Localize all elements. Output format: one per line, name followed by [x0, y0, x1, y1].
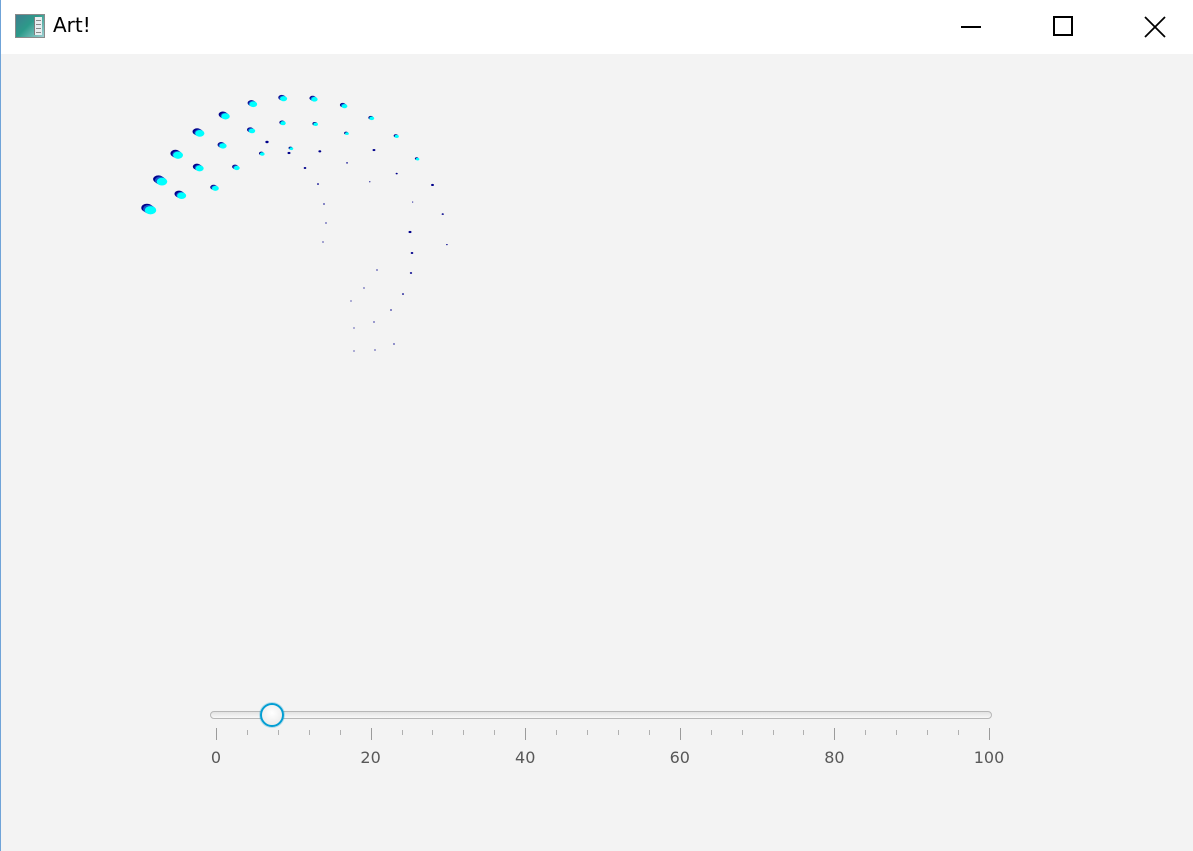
- art-blob: [153, 175, 168, 186]
- slider-thumb[interactable]: [260, 703, 285, 727]
- art-blob: [247, 127, 256, 134]
- art-blob: [372, 148, 376, 152]
- art-blob: [278, 94, 288, 102]
- art-blob: [412, 201, 414, 203]
- slider-minor-tick: [277, 730, 279, 735]
- art-blob: [376, 269, 378, 271]
- slider-minor-tick: [432, 730, 434, 735]
- slider-minor-tick: [401, 730, 403, 735]
- slider-tick-label: 20: [360, 748, 381, 767]
- art-blob: [393, 134, 399, 138]
- art-blob: [279, 120, 286, 126]
- slider-tick-label: 0: [210, 748, 222, 767]
- art-blob: [174, 190, 187, 199]
- art-blob: [258, 151, 265, 156]
- art-blob: [446, 244, 448, 246]
- title-bar[interactable]: Art!: [1, 0, 1193, 54]
- slider-tick-label: 80: [824, 748, 845, 767]
- art-blob: [265, 140, 269, 144]
- art-blob: [431, 183, 434, 187]
- slider-minor-tick: [865, 730, 867, 735]
- art-blob: [325, 222, 327, 224]
- art-blob: [192, 163, 204, 172]
- art-blob: [441, 213, 444, 215]
- slider-tick-label: 100: [973, 748, 1005, 767]
- art-blob: [192, 128, 205, 137]
- art-blob: [339, 102, 348, 109]
- art-blob: [232, 164, 240, 171]
- slider-minor-tick: [556, 730, 558, 735]
- close-button[interactable]: [1132, 0, 1178, 54]
- slider-tick-label: 60: [669, 748, 690, 767]
- art-blob: [409, 272, 413, 274]
- slider-minor-tick: [741, 730, 743, 735]
- art-blob: [247, 100, 258, 108]
- art-blob: [350, 300, 352, 302]
- art-blob: [303, 167, 307, 169]
- art-blob: [395, 172, 398, 175]
- slider-minor-tick: [927, 730, 929, 735]
- slider-major-tick: [834, 728, 836, 740]
- art-blob: [353, 327, 355, 329]
- art-blob: [344, 131, 349, 136]
- art-blob: [369, 181, 371, 183]
- slider-minor-tick: [308, 730, 310, 735]
- slider-minor-tick: [958, 730, 960, 735]
- art-drawing: [141, 94, 448, 352]
- art-blob: [363, 287, 365, 289]
- app-image-icon: [15, 14, 45, 38]
- art-blob: [322, 241, 324, 243]
- art-blob: [393, 343, 395, 345]
- slider-minor-tick: [710, 730, 712, 735]
- art-blob: [287, 151, 291, 155]
- art-blob: [141, 203, 157, 215]
- slider-minor-tick: [772, 730, 774, 735]
- slider-tick-label: 40: [515, 748, 536, 767]
- art-blob: [408, 230, 412, 234]
- minimize-button[interactable]: [948, 0, 994, 54]
- slider-minor-tick: [648, 730, 650, 735]
- slider-major-tick: [216, 728, 217, 740]
- slider-minor-tick: [494, 730, 496, 735]
- art-blob: [217, 142, 227, 149]
- slider-major-tick: [370, 728, 372, 740]
- art-blob: [318, 150, 322, 153]
- art-blob: [374, 349, 376, 351]
- slider-minor-tick: [803, 730, 805, 735]
- art-blob: [218, 111, 230, 120]
- slider-minor-tick: [339, 730, 341, 735]
- slider-major-tick: [525, 728, 527, 740]
- art-blob: [353, 350, 355, 352]
- slider-minor-tick: [246, 730, 248, 735]
- art-blob: [288, 146, 294, 151]
- art-blob: [401, 293, 405, 295]
- slider-major-tick: [989, 728, 990, 740]
- slider-minor-tick: [896, 730, 898, 735]
- art-canvas: [2, 54, 1193, 674]
- art-blob: [312, 121, 318, 127]
- close-icon: [1144, 16, 1166, 38]
- slider-minor-tick: [617, 730, 619, 735]
- art-blob: [170, 149, 183, 159]
- art-blob: [210, 184, 219, 191]
- slider-ticks: 0 20 40 60 80 100: [206, 700, 1006, 780]
- slider-track[interactable]: [210, 711, 992, 719]
- art-blob: [368, 115, 375, 121]
- art-blob: [373, 321, 375, 323]
- art-blob: [390, 309, 392, 311]
- art-blob: [309, 95, 318, 102]
- maximize-button[interactable]: [1040, 0, 1086, 54]
- art-blob: [414, 157, 420, 161]
- art-blob: [316, 183, 320, 185]
- art-blob: [346, 162, 348, 164]
- slider-minor-tick: [463, 730, 465, 735]
- art-blob: [410, 252, 414, 254]
- value-slider[interactable]: 0 20 40 60 80 100: [206, 700, 1006, 780]
- slider-minor-tick: [587, 730, 589, 735]
- art-blob: [323, 203, 325, 205]
- slider-major-tick: [679, 728, 681, 740]
- window-title: Art!: [53, 13, 91, 37]
